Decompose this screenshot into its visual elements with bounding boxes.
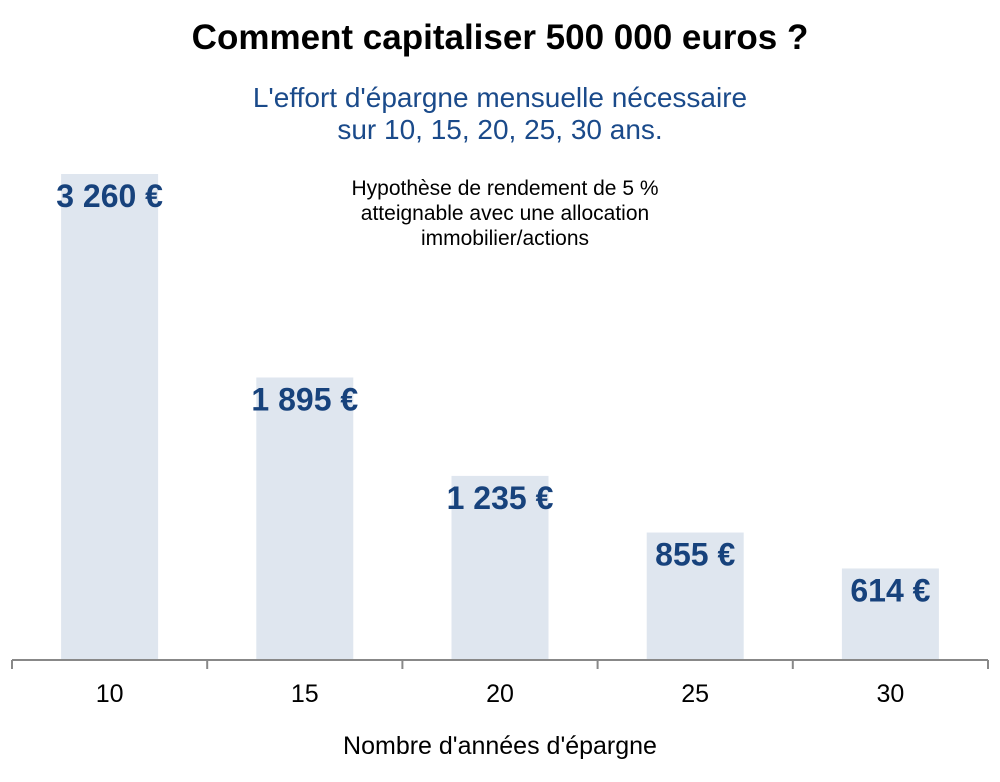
x-tick-label-10: 10 — [96, 680, 124, 708]
bar-10 — [61, 174, 159, 660]
annotation-line-1: Hypothèse de rendement de 5 % — [351, 177, 659, 200]
x-tick-label-25: 25 — [681, 680, 709, 708]
data-label-20: 1 235 € — [447, 480, 554, 516]
data-label-25: 855 € — [655, 537, 735, 573]
data-label-15: 1 895 € — [251, 381, 358, 417]
data-label-30: 614 € — [850, 572, 930, 608]
data-labels-layer: 3 260 € 1 895 € 1 235 € 855 € 614 € — [56, 178, 930, 608]
x-tick-label-15: 15 — [291, 680, 319, 708]
x-tick-labels-layer: 10 15 20 25 30 — [96, 680, 905, 708]
x-tick-label-20: 20 — [486, 680, 514, 708]
x-axis-ticks-layer — [11, 660, 989, 669]
subtitle-line-2: sur 10, 15, 20, 25, 30 ans. — [337, 114, 663, 145]
bar-20 — [451, 475, 549, 660]
data-label-10: 3 260 € — [56, 178, 163, 214]
yield-assumption-note: Hypothèse de rendement de 5 % atteignabl… — [300, 176, 710, 251]
subtitle-line-1: L'effort d'épargne mensuelle nécessaire — [252, 82, 748, 113]
x-axis-title: Nombre d'années d'épargne — [343, 732, 657, 760]
x-tick-label-30: 30 — [876, 680, 904, 708]
chart-title: Comment capitaliser 500 000 euros ? — [191, 18, 809, 57]
bars-layer — [61, 174, 939, 660]
annotation-line-2: atteignable avec une allocation — [360, 202, 650, 225]
bar-25 — [646, 532, 744, 660]
annotation-line-3: immobilier/actions — [420, 227, 590, 250]
bar-30 — [841, 568, 939, 660]
bar-15 — [256, 377, 354, 660]
chart-subtitle: L'effort d'épargne mensuelle nécessaire … — [0, 82, 1000, 146]
